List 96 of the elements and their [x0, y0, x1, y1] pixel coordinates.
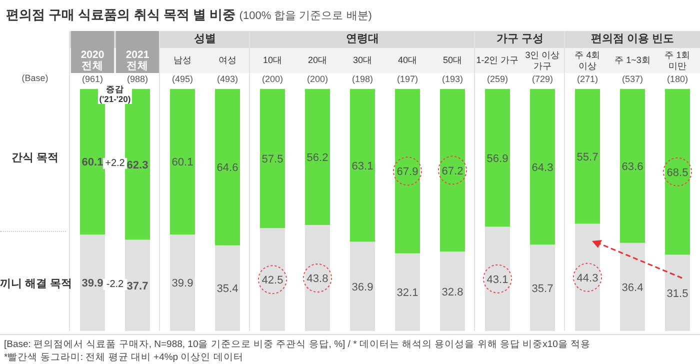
text: (259): [486, 74, 509, 84]
x-tick-label: 주 1회 미만: [664, 48, 692, 72]
bar: [620, 242, 645, 331]
text: 연령대: [345, 32, 380, 47]
text: (729): [530, 74, 554, 84]
data-label: 35.7: [532, 282, 554, 295]
data-label: 44.3: [576, 272, 598, 284]
text: (271): [576, 74, 599, 84]
bar: [170, 89, 195, 234]
bar: [665, 254, 690, 331]
annotation: 증감 ('21-'20): [98, 84, 132, 104]
bar: [395, 89, 420, 254]
data-label: 55.7: [576, 151, 598, 164]
x-tick-label: 10대: [262, 54, 283, 67]
data-label: 67.2: [442, 165, 464, 178]
text: (200): [260, 74, 284, 84]
bar: [215, 245, 240, 331]
data-label: 64.6: [216, 162, 238, 174]
text: (197): [396, 74, 419, 84]
bar: [305, 89, 330, 226]
x-tick-label: 20대: [306, 54, 328, 67]
bar: [665, 89, 690, 255]
data-label: 43.1: [486, 274, 508, 286]
data-label: 63.6: [622, 160, 644, 173]
data-label: 35.4: [216, 283, 238, 296]
bar: [530, 89, 555, 245]
data-label: 43.8: [306, 273, 328, 285]
data-label: 42.5: [262, 274, 284, 287]
x-tick-label: 주 4회 이상: [574, 48, 602, 72]
text: *빨간색 동그라미: 전체 평균 대비 +4%p 이상인 데이터: [4, 351, 244, 364]
data-label: 32.8: [442, 286, 464, 298]
bar: [575, 89, 600, 224]
x-tick-label: 남성: [172, 54, 192, 67]
text: (180): [666, 74, 689, 84]
bar: [170, 234, 195, 331]
text: (495): [170, 74, 194, 84]
data-label: 39.9: [172, 278, 194, 290]
series-label: 끼니 해결 목적: [0, 277, 72, 291]
bar: [260, 228, 285, 331]
bar: [440, 89, 465, 252]
text: (961): [80, 74, 104, 84]
bar: [350, 242, 375, 331]
bar: [395, 253, 420, 331]
bar: [125, 240, 150, 331]
chart-subtitle: (100% 합을 기준으로 배분): [239, 10, 372, 22]
bar: [440, 252, 465, 331]
bar: [485, 89, 510, 227]
text: (Base): [20, 73, 50, 83]
bar: [215, 89, 240, 246]
annotation: +2.2: [103, 158, 127, 169]
bar: [260, 89, 285, 228]
x-tick-label: 2020 전체: [80, 48, 106, 73]
text: 가구 구성: [495, 32, 545, 47]
data-label: 68.5: [666, 166, 688, 179]
text: [Base: 편의점에서 식료품 구매자, N=988, 10을 기준으로 비중 주관식 응답, %] / * 데이터는 해석의 용이성을 위해 응답 비중x10을 적용: [4, 338, 591, 351]
text: 편의점 이용 빈도: [590, 32, 676, 47]
data-label: 31.5: [666, 288, 688, 300]
text: (200): [306, 74, 329, 84]
data-label: 56.2: [306, 152, 328, 164]
x-tick-label: 3인 이상 가구: [524, 48, 561, 72]
data-label: 36.9: [352, 281, 374, 294]
data-label: 56.9: [486, 152, 508, 165]
data-label: 36.4: [622, 282, 644, 294]
bar: [530, 244, 555, 331]
data-label: 60.1: [172, 156, 194, 169]
x-tick-label: 1-2인 가구: [476, 54, 519, 67]
x-tick-label: 50대: [442, 54, 463, 67]
data-label: 39.9: [82, 278, 104, 290]
bar: [305, 225, 330, 331]
text: (537): [620, 74, 644, 84]
data-label: 60.1: [82, 156, 104, 169]
data-label: 64.3: [532, 162, 554, 174]
data-label: 32.1: [396, 287, 418, 300]
x-tick-label: 40대: [396, 54, 418, 67]
bar: [620, 89, 645, 243]
x-tick-label: 2021 전체: [124, 48, 150, 73]
x-tick-label: 여성: [218, 54, 238, 67]
chart-title: 편의점 구매 식료품의 취식 목적 별 비중: [6, 7, 236, 22]
data-label: 62.3: [126, 159, 148, 172]
bar: [350, 89, 375, 242]
bar: [485, 226, 510, 331]
annotation: -2.2: [103, 279, 127, 290]
bar: [575, 224, 600, 331]
data-label: 63.1: [352, 160, 374, 172]
text: (493): [216, 74, 239, 84]
data-label: 57.5: [262, 154, 284, 166]
series-label: 간식 목적: [10, 151, 60, 165]
bar: [80, 234, 105, 331]
text: (198): [350, 74, 374, 84]
data-label: 67.9: [396, 166, 418, 178]
text: 성별: [193, 32, 217, 47]
x-tick-label: 주 1~3회: [614, 54, 652, 67]
data-label: 37.7: [126, 280, 148, 292]
text: (988): [126, 74, 149, 84]
text: (193): [440, 74, 464, 84]
x-tick-label: 30대: [352, 54, 373, 67]
